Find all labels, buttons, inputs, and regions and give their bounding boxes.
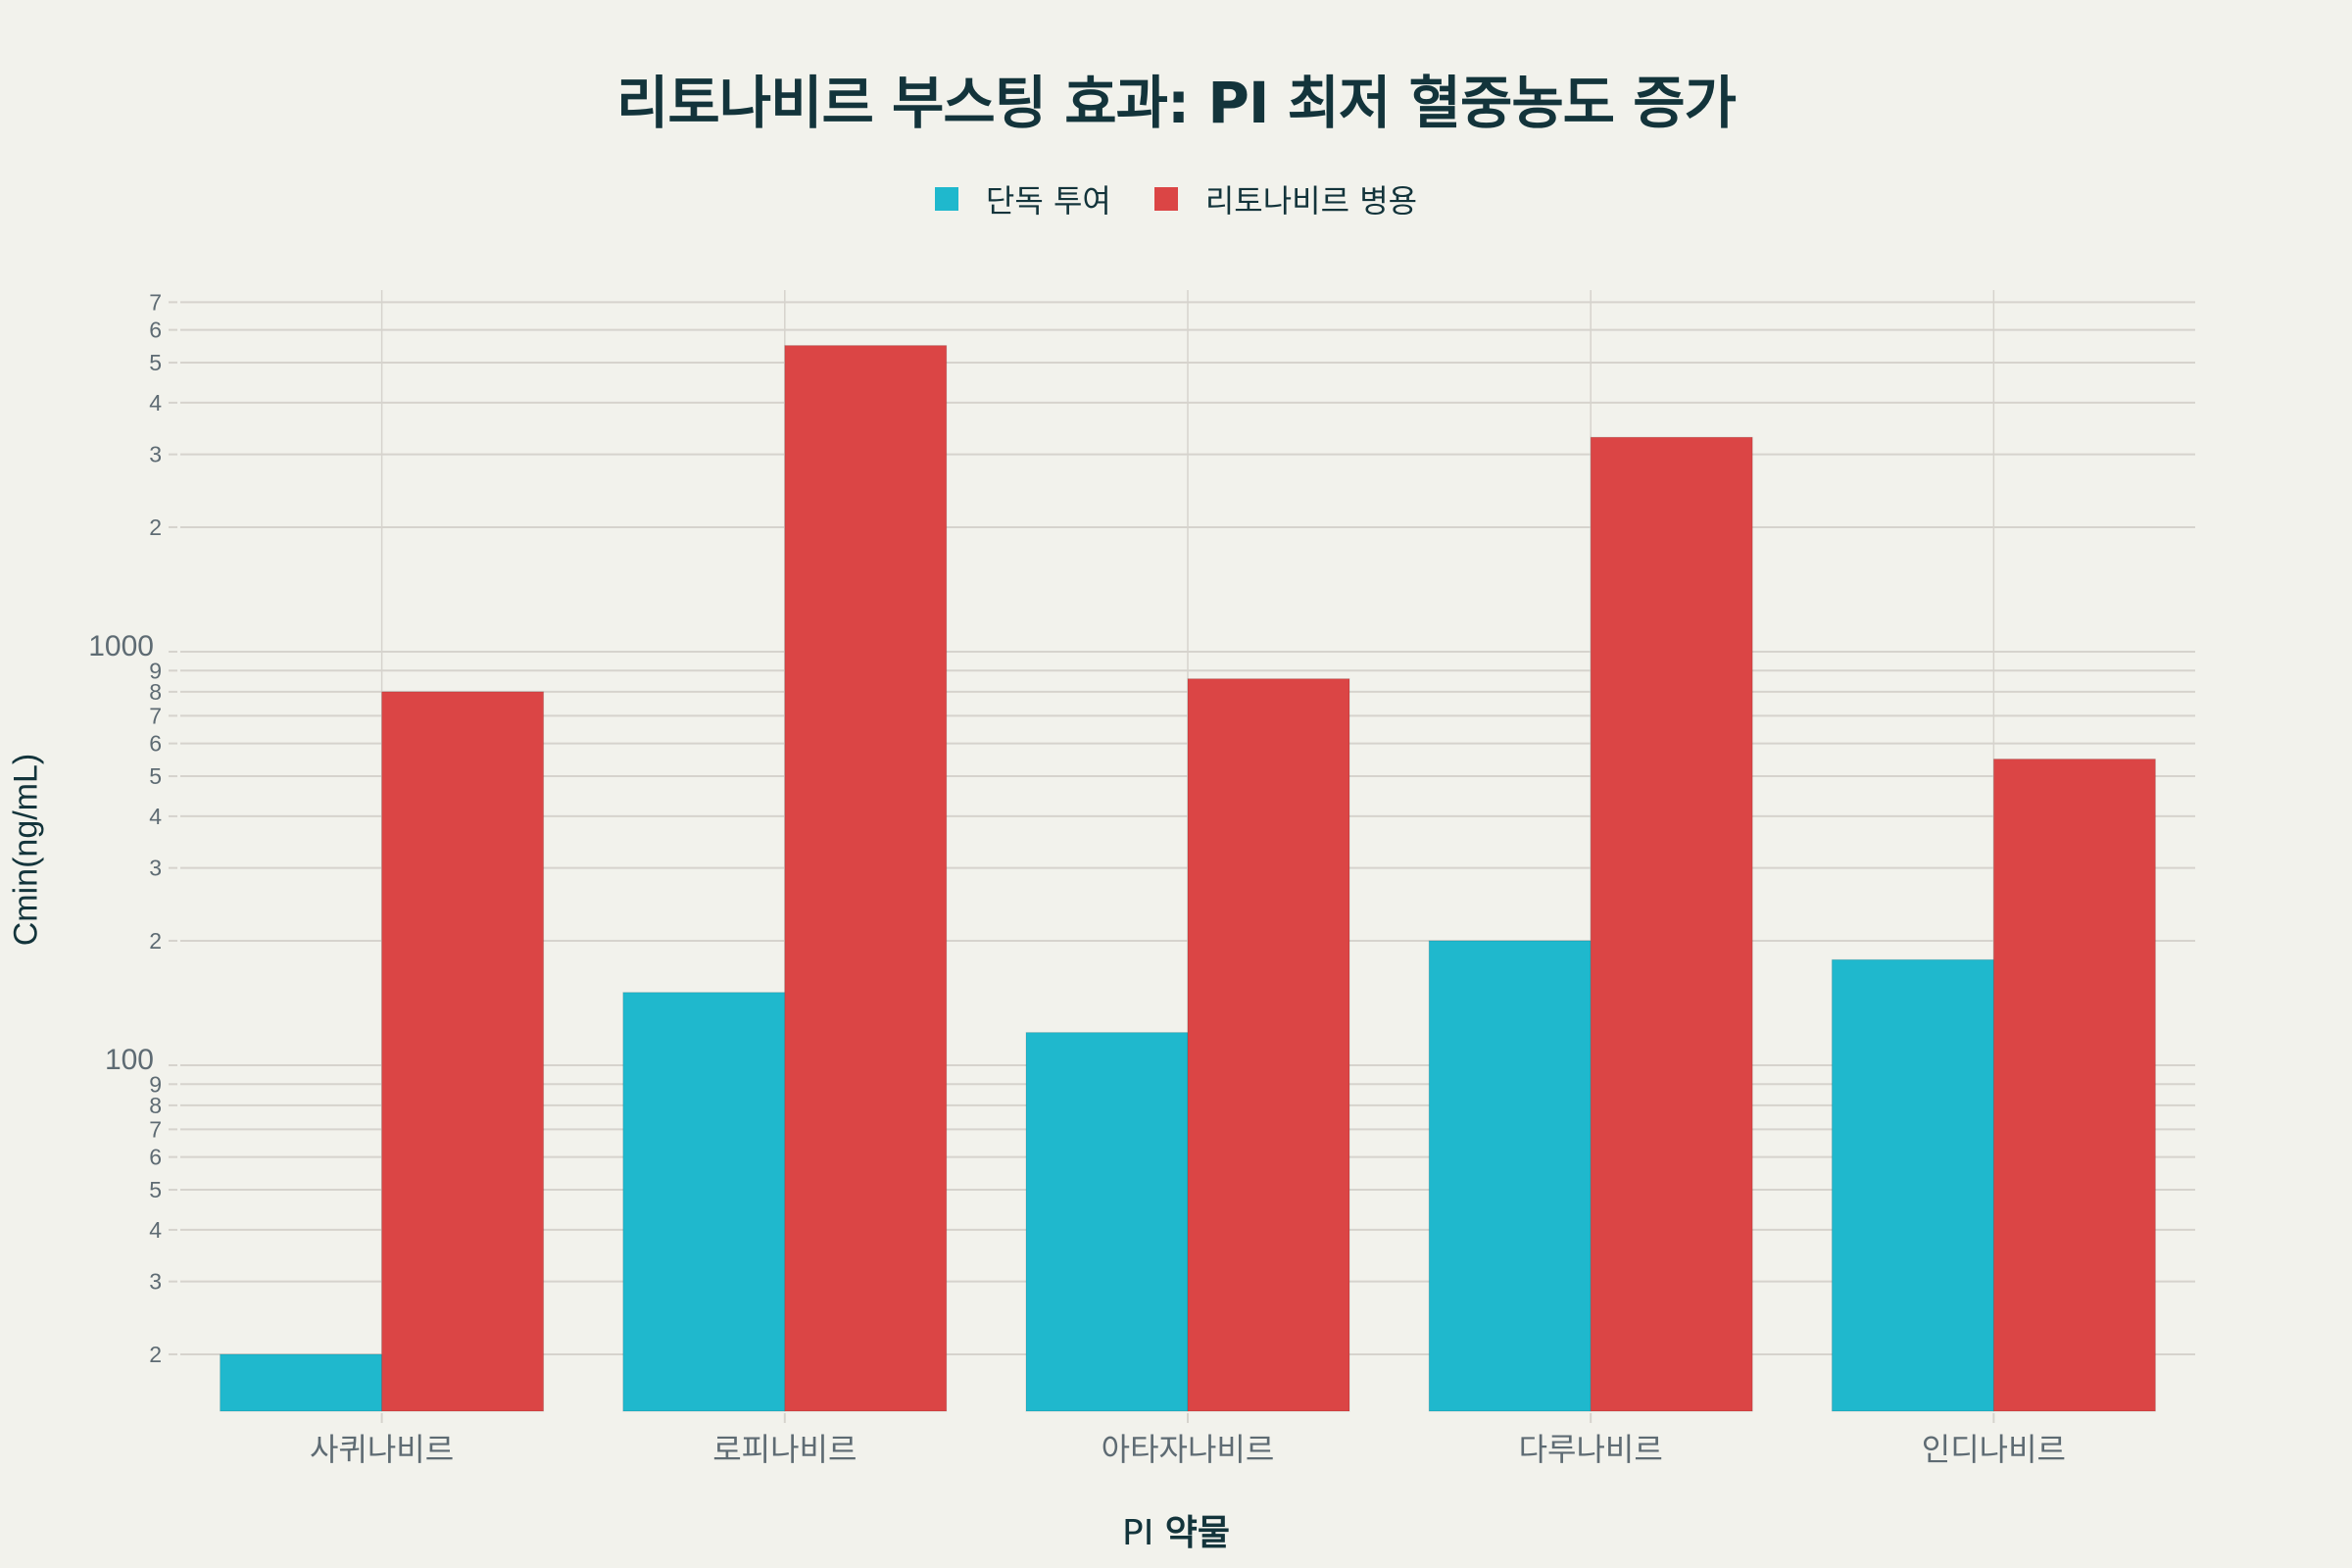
y-tick-label: 7: [149, 1116, 162, 1142]
legend-swatch-boosted-icon: [1153, 187, 1178, 211]
x-tick-label: 사퀴나비르: [310, 1431, 454, 1468]
y-tick-label: 4: [149, 1217, 162, 1243]
x-tick-label: 다루나비르: [1519, 1431, 1663, 1468]
y-tick-label: 3: [149, 856, 162, 881]
legend-swatch-alone-icon: [934, 187, 958, 211]
legend-item-boosted[interactable]: 리토나비르 병용: [1153, 176, 1418, 221]
y-tick-label: 2: [149, 1342, 162, 1367]
legend: 단독 투여 리토나비르 병용: [0, 176, 2352, 221]
bar-alone[interactable]: [1025, 1032, 1189, 1412]
y-tick-label: 6: [149, 1145, 162, 1170]
y-tick-label: 9: [149, 658, 162, 683]
bars: [220, 345, 2156, 1412]
y-tick-label: 9: [149, 1071, 162, 1097]
bar-boosted[interactable]: [1590, 436, 1753, 1412]
bar-alone[interactable]: [220, 1353, 383, 1412]
legend-item-alone[interactable]: 단독 투여: [934, 176, 1111, 221]
x-axis-ticks: 사퀴나비르 로피나비르 아타자나비르 다루나비르 인디나비르: [310, 1413, 2066, 1468]
x-tick-label: 아타자나비르: [1102, 1431, 1275, 1468]
chart-title: 리토나비르 부스팅 효과: PI 최저 혈중농도 증가: [616, 70, 1737, 136]
y-axis-title: Cmin(ng/mL): [7, 753, 45, 947]
bar-alone[interactable]: [622, 992, 786, 1412]
bar-boosted[interactable]: [784, 345, 948, 1412]
bar-boosted[interactable]: [1992, 759, 2156, 1412]
x-axis-title-bold: 약물: [1164, 1513, 1231, 1553]
y-tick-label: 8: [149, 679, 162, 705]
y-tick-label: 1000: [88, 630, 154, 662]
x-tick-label: 로피나비르: [712, 1431, 857, 1468]
y-tick-label: 7: [149, 703, 162, 728]
y-tick-label: 2: [149, 928, 162, 954]
bar-boosted[interactable]: [381, 691, 545, 1412]
y-tick-label: 2: [149, 514, 162, 540]
y-tick-label: 8: [149, 1093, 162, 1118]
y-tick-label: 5: [149, 350, 162, 375]
y-tick-label: 3: [149, 442, 162, 467]
x-axis-title-regular: PI: [1121, 1513, 1154, 1553]
bar-alone[interactable]: [1831, 958, 1994, 1412]
y-tick-label: 4: [149, 390, 162, 416]
legend-label-boosted: 리토나비르 병용: [1204, 182, 1418, 220]
bar-boosted[interactable]: [1187, 678, 1350, 1412]
y-tick-label: 3: [149, 1269, 162, 1295]
x-axis-title: PI 약물: [0, 1504, 2352, 1555]
y-tick-label: 4: [149, 804, 162, 829]
legend-label-alone: 단독 투여: [985, 182, 1111, 220]
y-tick-label: 5: [149, 763, 162, 789]
y-tick-label: 100: [105, 1044, 154, 1076]
y-tick-label: 5: [149, 1177, 162, 1202]
y-tick-label: 6: [149, 318, 162, 343]
y-tick-label: 7: [149, 289, 162, 315]
x-tick-label: 인디나비르: [1922, 1431, 2066, 1468]
bar-alone[interactable]: [1428, 940, 1592, 1412]
y-tick-label: 6: [149, 731, 162, 757]
